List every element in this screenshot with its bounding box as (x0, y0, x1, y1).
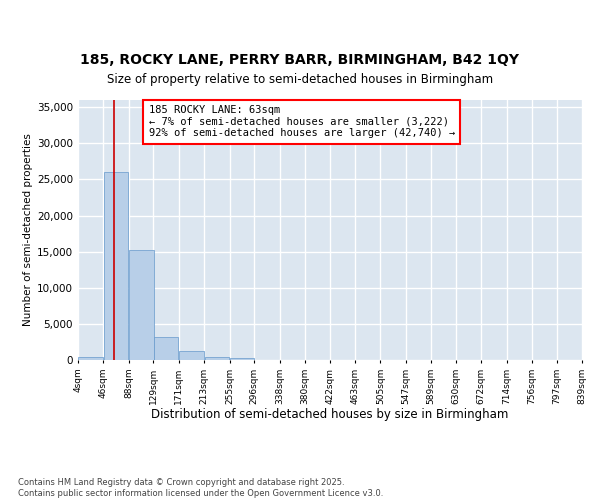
X-axis label: Distribution of semi-detached houses by size in Birmingham: Distribution of semi-detached houses by … (151, 408, 509, 421)
Text: 185 ROCKY LANE: 63sqm
← 7% of semi-detached houses are smaller (3,222)
92% of se: 185 ROCKY LANE: 63sqm ← 7% of semi-detac… (149, 105, 455, 138)
Y-axis label: Number of semi-detached properties: Number of semi-detached properties (23, 134, 33, 326)
Bar (154, 337, 178, 360)
Bar (230, 358, 254, 360)
Bar (205, 357, 229, 360)
Bar (104, 172, 128, 360)
Text: 185, ROCKY LANE, PERRY BARR, BIRMINGHAM, B42 1QY: 185, ROCKY LANE, PERRY BARR, BIRMINGHAM,… (80, 53, 520, 67)
Text: Contains HM Land Registry data © Crown copyright and database right 2025.
Contai: Contains HM Land Registry data © Crown c… (18, 478, 383, 498)
Bar (129, 250, 154, 360)
Bar (179, 352, 204, 360)
Bar (79, 357, 103, 360)
Text: Size of property relative to semi-detached houses in Birmingham: Size of property relative to semi-detach… (107, 74, 493, 86)
